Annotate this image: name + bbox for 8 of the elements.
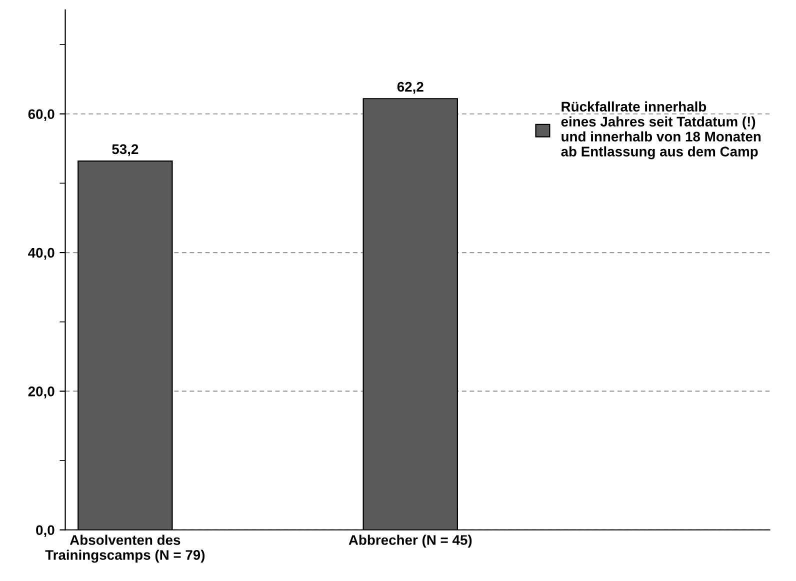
x-tick-label: Abbrecher (N = 45) [348,534,472,548]
data-label: 62,2 [397,82,424,94]
y-tick-label: 60,0 [28,109,54,122]
y-tick-label: 0,0 [36,525,54,538]
y-tick-label: 20,0 [28,386,54,398]
y-tick-label: 40,0 [28,248,54,260]
data-label: 53,2 [112,144,138,156]
legend-label: Rückfallrate innerhalb eines Jahres seit Tatdatum (!) und innerhalb von 18 Monaten ab Entlassung aus dem Camp [561,101,761,160]
